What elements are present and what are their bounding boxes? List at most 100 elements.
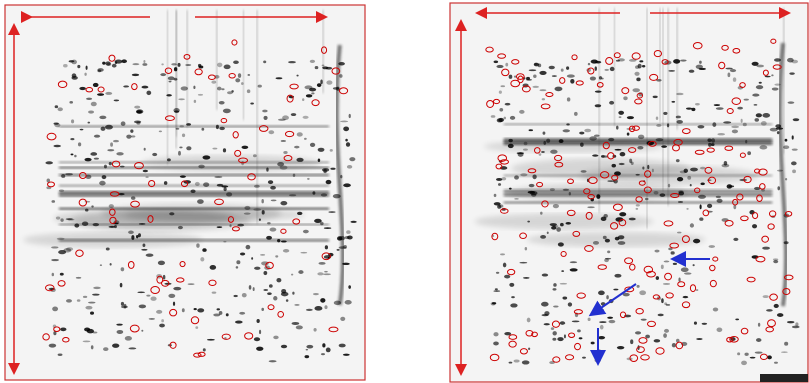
gel-spot [254,185,260,188]
gel-spot [296,325,303,329]
gel-spot [497,118,503,122]
gel-spot [321,193,327,196]
gel-spot [627,133,630,136]
gel-spot [756,113,762,117]
gel-spot [83,340,91,342]
gel-spot [766,309,773,312]
gel-spot [551,226,556,230]
gel-spot [737,107,743,110]
gel-spot [619,116,622,118]
gel-spot [145,176,148,178]
gel-spot [314,306,322,311]
gel-spot [791,161,797,165]
gel-spot [638,135,644,139]
gel-spot [339,344,346,348]
gel-spot [566,222,571,225]
gel-spot [733,238,738,241]
gel-spot [348,285,351,289]
gel-spot [589,136,597,141]
gel-spot [112,343,119,347]
gel-spot [114,100,119,102]
gel-spot [553,204,559,208]
gel-spot [166,94,172,96]
gel-spot [294,146,299,149]
gel-spot [60,218,63,221]
gel-spot [609,320,616,323]
gel-spot [504,275,510,279]
gel-spot [141,86,148,89]
gel-spot [522,360,530,364]
gel-spot [676,116,681,119]
gel-spot [61,174,65,178]
gel-spot [146,253,154,256]
gel-spot [339,74,342,78]
gel-spot [160,73,166,76]
gel-spot [270,228,277,232]
gel-spot [102,62,105,65]
gel-spot [132,63,139,65]
gel-spot [698,195,706,199]
gel-spot [85,158,92,161]
gel-spot [532,174,536,179]
gel-spot [608,138,614,141]
gel-spot [700,182,704,185]
gel-spot [777,131,780,134]
gel-spot [676,120,682,124]
gel-spot [787,321,794,323]
gel-spot [741,361,747,366]
gel-spot [291,274,293,276]
gel-spot [131,196,135,199]
gel-spot [699,68,706,70]
gel-spot [509,362,513,364]
gel-spot [549,66,555,69]
gel-spot [737,352,740,355]
gel-spot [112,64,117,68]
gel-spot [673,263,677,265]
gel-spot [236,260,240,264]
gel-spot [526,79,532,81]
gel-spot [318,262,325,265]
gel-spot [673,59,680,64]
gel-spot [504,117,506,120]
gel-spot [235,320,243,323]
gel-spot [311,92,314,94]
gel-spot [250,102,254,104]
gel-spot [267,222,271,224]
gel-spot [792,326,800,329]
gel-spot [210,265,217,270]
gel-spot [523,149,528,151]
gel-spot [132,74,139,76]
gel-spot [590,77,596,81]
gel-spot [793,118,800,121]
gel-spot [256,347,263,351]
gel-spot [51,246,58,248]
gel-spot [711,138,715,143]
gel-spot [337,249,340,251]
gel-spot [514,359,520,362]
gel-spot [146,295,150,297]
gel-spot [653,96,658,98]
gel-spot [547,231,549,234]
gel-spot [238,73,241,78]
gel-band [59,161,329,163]
gel-spot [795,322,798,326]
gel-spot [273,336,278,340]
gel-spot [84,328,90,332]
gel-spot [58,107,63,111]
gel-spot [197,199,204,204]
gel-spot [263,271,267,275]
gel-spot [696,289,699,291]
gel-spot [261,199,263,203]
gel-spot [306,349,309,351]
gel-spot [288,61,296,63]
gel-spot [686,107,692,109]
gel-spot [510,116,515,120]
gel-spot [493,342,499,346]
gel-spot [66,299,72,303]
gel-spot [134,106,140,109]
gel-spot [253,208,261,211]
gel-spot [317,272,323,275]
gel-band [504,189,773,193]
gel-spot [59,189,64,192]
gel-spot [317,83,321,87]
